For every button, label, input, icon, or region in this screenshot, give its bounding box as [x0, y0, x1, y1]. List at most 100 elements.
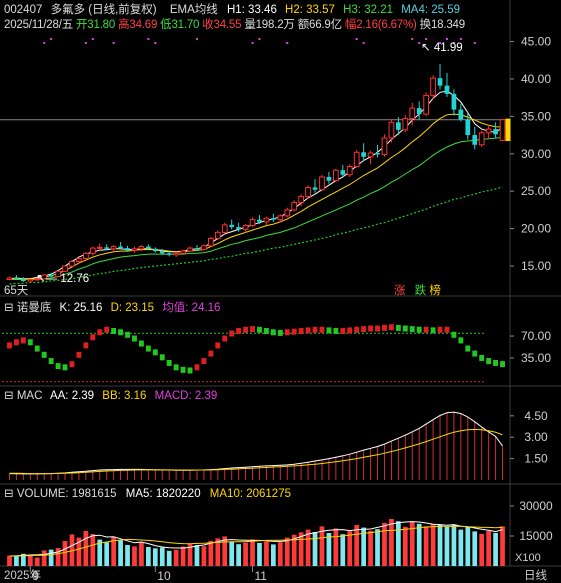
mac-tick-label: 1.50 [524, 452, 548, 466]
volume-bar [41, 550, 47, 566]
candle-body [312, 187, 318, 190]
signal-dot [445, 38, 448, 40]
volume-bar [409, 521, 415, 566]
signal-dot [84, 42, 87, 44]
signal-dot [154, 42, 157, 44]
kdj-k-mark [493, 359, 499, 366]
volume-bar [69, 534, 75, 566]
volume-bar [458, 529, 464, 566]
volume-bar [396, 521, 401, 566]
volume-bar [236, 544, 241, 566]
volume-bar [201, 546, 207, 566]
price-tick-label: 40.00 [521, 72, 551, 86]
kdj-k-mark [145, 345, 151, 352]
mac-bb-line [9, 428, 503, 475]
candle-body [485, 128, 492, 134]
kdj-k-mark [138, 340, 144, 347]
kdj-k-mark [236, 328, 242, 335]
kdj-k-mark [34, 345, 40, 352]
kdj-k-mark [7, 342, 12, 349]
signal-dot [195, 38, 198, 40]
candle-body [340, 170, 346, 175]
kdj-avg: 均值: 24.16 [162, 302, 221, 314]
mac-icon[interactable]: ⊟ [4, 390, 14, 402]
volume-bar [493, 533, 498, 566]
kdj-k-mark [458, 337, 464, 344]
signal-dot [286, 42, 289, 44]
kdj-k-mark [340, 328, 346, 335]
volume-bar [14, 556, 19, 566]
kdj-k-mark [444, 326, 450, 333]
candle-body [291, 201, 298, 211]
signal-dot [425, 38, 428, 40]
kdj-k-mark [243, 326, 249, 333]
candle-body [194, 248, 200, 250]
indicator-name[interactable]: EMA均线 [169, 4, 218, 16]
volume-bar [48, 549, 54, 566]
mac-aa-line [9, 411, 503, 475]
kdj-k-mark [333, 328, 339, 335]
kdj-k-mark [194, 364, 200, 371]
volume-bar [333, 528, 339, 566]
vol-icon[interactable]: ⊟ [4, 488, 14, 500]
signal-dot [459, 38, 462, 40]
volume-bar [152, 548, 158, 566]
kdj-k-mark [388, 324, 394, 331]
kdj-k-mark [347, 327, 353, 334]
volume-bar [389, 519, 394, 566]
kdj-k-mark [62, 364, 68, 371]
signal-dot [258, 38, 261, 40]
kdj-k-mark [41, 351, 47, 358]
candle-body [271, 218, 276, 220]
candle-body [48, 275, 54, 277]
volume-bar [437, 525, 443, 566]
candle-body [96, 246, 103, 249]
candle-body [298, 195, 304, 203]
kdj-k-mark [97, 329, 103, 336]
signal-dot [439, 42, 442, 44]
candle-body [201, 245, 207, 251]
rank-tags[interactable]: 涨 跌 榜 [394, 284, 441, 298]
mac-tick-label: 3.00 [524, 430, 548, 444]
candle-body [472, 135, 478, 145]
candle-body [27, 279, 34, 282]
kdj-k-mark [48, 358, 54, 365]
tag-up[interactable]: 涨 [394, 285, 406, 297]
kdj-k-mark [326, 327, 332, 334]
volume-bar [146, 547, 151, 566]
candle-body [187, 247, 193, 252]
mac-title: MAC [16, 390, 43, 402]
period-label[interactable]: 日线 [524, 570, 547, 582]
tag-rank[interactable]: 榜 [429, 285, 441, 297]
volume-bar [465, 526, 471, 566]
vol-ma5-line [9, 521, 503, 557]
candle-body [353, 151, 360, 167]
kdj-k-mark [270, 329, 276, 336]
min-price-value: 12.76 [60, 273, 90, 285]
candle-body [208, 237, 214, 247]
volume-bar [472, 531, 478, 566]
volume-bar [27, 555, 33, 566]
candle-body [249, 219, 256, 227]
kdj-title: 诺曼底 [16, 302, 52, 314]
signal-dot [411, 38, 414, 40]
kdj-k-mark [354, 326, 360, 333]
candle-body [493, 129, 498, 135]
candle-body [104, 247, 110, 249]
candle-body [465, 119, 471, 136]
kdj-icon[interactable]: ⊟ [4, 302, 14, 314]
stock-code: 002407 [4, 4, 43, 16]
volume-bar [34, 557, 40, 566]
stock-name: 多氟多 [50, 4, 86, 16]
volume-bar [90, 534, 96, 566]
max-price-value: 41.99 [433, 42, 463, 54]
kdj-k-mark [69, 361, 75, 368]
volume-bar [173, 549, 179, 566]
price-tick-label: 30.00 [521, 147, 551, 161]
volume-bar [340, 534, 346, 566]
kdj-k-mark [152, 349, 158, 356]
tag-down[interactable]: 跌 [414, 285, 427, 297]
candle-body [409, 107, 416, 120]
volume-bar [76, 537, 82, 566]
kdj-k-mark [500, 361, 505, 368]
